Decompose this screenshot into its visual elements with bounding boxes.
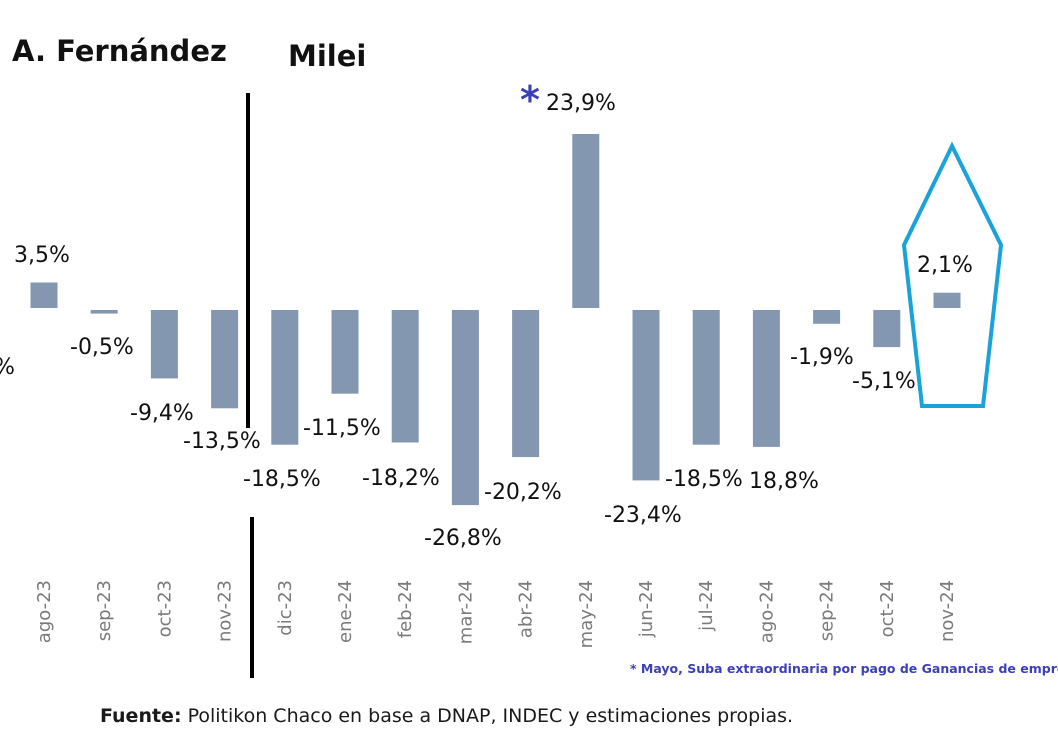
highlight-outline	[901, 141, 1004, 408]
value-label-oct-23: -9,4%	[130, 401, 194, 426]
bar-mar-24	[451, 310, 479, 506]
bar-abr-24	[512, 310, 540, 458]
source-prefix: Fuente:	[100, 705, 182, 727]
era-label-current: Milei	[288, 39, 366, 73]
tick-label-ago-23: ago-23	[34, 580, 55, 643]
bar-jul-24	[692, 310, 720, 445]
value-label-jun-24: -23,4%	[604, 503, 682, 528]
value-label-jul-24: -18,5%	[665, 467, 743, 492]
bar-nov-24	[933, 292, 961, 308]
value-label-feb-24: -18,2%	[362, 466, 440, 491]
value-label-mar-24: -26,8%	[424, 526, 502, 551]
bar-oct-24	[873, 310, 901, 348]
bar-feb-24	[391, 310, 419, 443]
value-label-oct-24: -5,1%	[852, 369, 916, 394]
value-label-may-24: 23,9%	[546, 91, 616, 116]
value-label-sep-24: -1,9%	[790, 345, 854, 370]
bar-may-24	[572, 134, 600, 308]
tick-label-jul-24: jul-24	[696, 580, 717, 632]
value-label-ago-23: 3,5%	[14, 243, 70, 268]
bar-jun-24	[632, 310, 660, 481]
tick-label-ago-24: ago-24	[756, 580, 777, 643]
tick-label-mar-24: mar-24	[455, 580, 476, 644]
partial-left-label: %	[0, 355, 15, 380]
bar-dic-23	[271, 310, 299, 445]
bar-sep-24	[813, 310, 841, 324]
bar-ago-24	[752, 310, 780, 447]
footnote: * Mayo, Suba extraordinaria por pago de …	[630, 661, 1058, 676]
asterisk-mark: *	[520, 78, 540, 122]
tick-label-abr-24: abr-24	[516, 580, 537, 638]
source-text: Politikon Chaco en base a DNAP, INDEC y …	[182, 705, 794, 727]
tick-label-oct-23: oct-23	[154, 580, 175, 637]
tick-label-oct-24: oct-24	[877, 580, 898, 637]
value-label-nov-24: 2,1%	[917, 253, 973, 278]
bar-oct-23	[150, 310, 178, 379]
bar-ago-23	[30, 282, 58, 308]
tick-label-sep-24: sep-24	[817, 580, 838, 641]
value-label-ago-24: 18,8%	[749, 469, 819, 494]
bar-ene-24	[331, 310, 359, 394]
era-label-previous: A. Fernández	[12, 34, 227, 68]
tick-label-may-24: may-24	[576, 580, 597, 648]
tick-label-jun-24: jun-24	[636, 580, 657, 638]
value-label-sep-23: -0,5%	[70, 335, 134, 360]
value-label-dic-23: -18,5%	[243, 467, 321, 492]
bar-nov-23	[211, 310, 239, 409]
value-label-abr-24: -20,2%	[484, 480, 562, 505]
tick-label-dic-23: dic-23	[275, 580, 296, 636]
value-label-nov-23: -13,5%	[183, 429, 261, 454]
tick-label-nov-24: nov-24	[937, 580, 958, 642]
bar-sep-23	[90, 310, 118, 314]
value-label-ene-24: -11,5%	[303, 416, 381, 441]
tick-label-feb-24: feb-24	[395, 580, 416, 638]
tick-label-ene-24: ene-24	[335, 580, 356, 643]
tick-label-nov-23: nov-23	[215, 580, 236, 642]
source-line: Fuente: Politikon Chaco en base a DNAP, …	[100, 705, 793, 727]
tick-label-sep-23: sep-23	[94, 580, 115, 641]
